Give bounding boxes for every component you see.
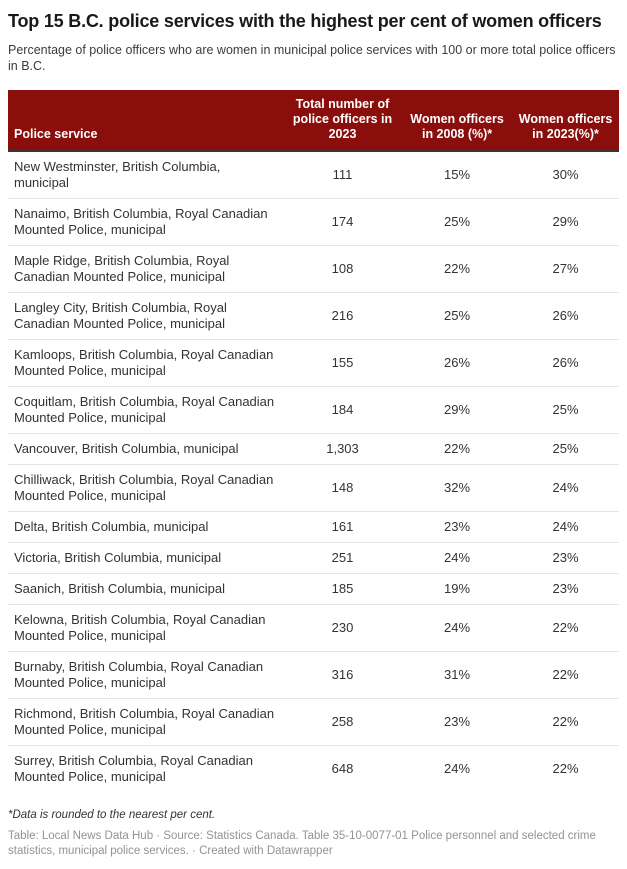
total-officers-cell: 111 <box>282 151 403 199</box>
women-2023-cell: 24% <box>512 511 619 543</box>
table-row: Surrey, British Columbia, Royal Canadian… <box>8 746 619 793</box>
women-2008-cell: 22% <box>402 245 513 293</box>
table-row: Burnaby, British Columbia, Royal Canadia… <box>8 651 619 699</box>
total-officers-cell: 216 <box>282 292 403 340</box>
table-row: Delta, British Columbia, municipal 161 23%… <box>8 511 619 543</box>
table-body: New Westminster, British Columbia, munic… <box>8 151 619 792</box>
total-officers-cell: 1,303 <box>282 433 403 465</box>
police-service-cell: Langley City, British Columbia, Royal Ca… <box>8 292 283 340</box>
page-subtitle: Percentage of police officers who are wo… <box>8 43 616 73</box>
police-service-cell: Nanaimo, British Columbia, Royal Canadia… <box>8 198 283 246</box>
table-row: Victoria, British Columbia, municipal 251… <box>8 542 619 574</box>
women-2023-cell: 23% <box>512 573 619 605</box>
women-2023-cell: 22% <box>512 604 619 652</box>
table-row: New Westminster, British Columbia, munic… <box>8 151 619 199</box>
police-service-cell: Kamloops, British Columbia, Royal Canadi… <box>8 339 283 387</box>
police-service-cell: Kelowna, British Columbia, Royal Canadia… <box>8 604 283 652</box>
women-2023-cell: 22% <box>512 698 619 746</box>
table-row: Richmond, British Columbia, Royal Canadi… <box>8 698 619 746</box>
women-2008-cell: 32% <box>402 464 513 512</box>
women-2008-cell: 24% <box>402 604 513 652</box>
women-2008-cell: 23% <box>402 511 513 543</box>
table-row: Nanaimo, British Columbia, Royal Canadia… <box>8 198 619 246</box>
total-officers-cell: 251 <box>282 542 403 574</box>
women-2023-cell: 26% <box>512 292 619 340</box>
column-header-police-service: Police service <box>8 90 283 152</box>
footnote: *Data is rounded to the nearest per cent… <box>8 809 216 821</box>
table-row: Langley City, British Columbia, Royal Ca… <box>8 292 619 340</box>
women-2023-cell: 29% <box>512 198 619 246</box>
total-officers-cell: 230 <box>282 604 403 652</box>
women-2008-cell: 25% <box>402 292 513 340</box>
table-row: Kelowna, British Columbia, Royal Canadia… <box>8 604 619 652</box>
women-2008-cell: 25% <box>402 198 513 246</box>
total-officers-cell: 648 <box>331 761 354 776</box>
women-2023-cell: 22% <box>552 761 579 776</box>
total-officers-cell: 148 <box>282 464 403 512</box>
police-service-cell: Victoria, British Columbia, municipal <box>8 542 283 574</box>
women-2023-cell: 23% <box>512 542 619 574</box>
column-header-women-2008: Women officers in 2008 (%)* <box>402 90 513 152</box>
police-service-cell: Richmond, British Columbia, Royal Canadi… <box>8 698 283 746</box>
total-officers-cell: 316 <box>282 651 403 699</box>
police-service-cell: Delta, British Columbia, municipal <box>8 511 283 543</box>
chart-header: Top 15 B.C. police services with the hig… <box>8 8 619 74</box>
women-2023-cell: 25% <box>512 386 619 434</box>
total-officers-cell: 185 <box>282 573 403 605</box>
table-row: Chilliwack, British Columbia, Royal Cana… <box>8 464 619 512</box>
women-2008-cell: 24% <box>402 542 513 574</box>
women-2023-cell: 27% <box>512 245 619 293</box>
police-service-cell: Maple Ridge, British Columbia, Royal Can… <box>8 245 283 293</box>
women-2008-cell: 23% <box>402 698 513 746</box>
police-service-cell: Saanich, British Columbia, municipal <box>8 573 283 605</box>
police-service-cell: Vancouver, British Columbia, municipal <box>8 433 283 465</box>
women-2008-cell: 15% <box>402 151 513 199</box>
police-service-cell: Surrey, British Columbia, Royal Canadian… <box>14 753 253 784</box>
total-officers-cell: 258 <box>282 698 403 746</box>
page-title: Top 15 B.C. police services with the hig… <box>8 11 602 31</box>
police-service-cell: New Westminster, British Columbia, munic… <box>8 151 283 199</box>
table-row: Vancouver, British Columbia, municipal 1,… <box>8 433 619 465</box>
total-officers-cell: 155 <box>282 339 403 387</box>
police-service-cell: Coquitlam, British Columbia, Royal Canad… <box>8 386 283 434</box>
women-2023-cell: 25% <box>512 433 619 465</box>
total-officers-cell: 174 <box>282 198 403 246</box>
police-service-cell: Chilliwack, British Columbia, Royal Cana… <box>8 464 283 512</box>
total-officers-cell: 161 <box>282 511 403 543</box>
table-header: Police service Total number of police of… <box>8 90 619 152</box>
women-2023-cell: 26% <box>512 339 619 387</box>
column-header-women-2023: Women officers in 2023(%)* <box>512 90 619 152</box>
women-2023-cell: 24% <box>512 464 619 512</box>
women-2008-cell: 24% <box>444 761 471 776</box>
table-header-row: Police service Total number of police of… <box>8 90 619 152</box>
women-2008-cell: 31% <box>402 651 513 699</box>
table-row: Saanich, British Columbia, municipal 185 1… <box>8 573 619 605</box>
women-2008-cell: 22% <box>402 433 513 465</box>
byline-attribution: Table: Local News Data Hub · Source: Sta… <box>8 830 596 857</box>
table-row: Coquitlam, British Columbia, Royal Canad… <box>8 386 619 434</box>
total-officers-cell: 184 <box>282 386 403 434</box>
women-2023-cell: 30% <box>512 151 619 199</box>
table-row: Kamloops, British Columbia, Royal Canadi… <box>8 339 619 387</box>
police-services-table: Police service Total number of police of… <box>8 90 619 792</box>
women-2023-cell: 22% <box>512 651 619 699</box>
women-2008-cell: 26% <box>402 339 513 387</box>
column-header-total-officers-2023: Total number of police officers in 2023 <box>282 90 403 152</box>
table-row: Maple Ridge, British Columbia, Royal Can… <box>8 245 619 293</box>
women-2008-cell: 19% <box>402 573 513 605</box>
police-service-cell: Burnaby, British Columbia, Royal Canadia… <box>8 651 283 699</box>
women-2008-cell: 29% <box>402 386 513 434</box>
total-officers-cell: 108 <box>282 245 403 293</box>
